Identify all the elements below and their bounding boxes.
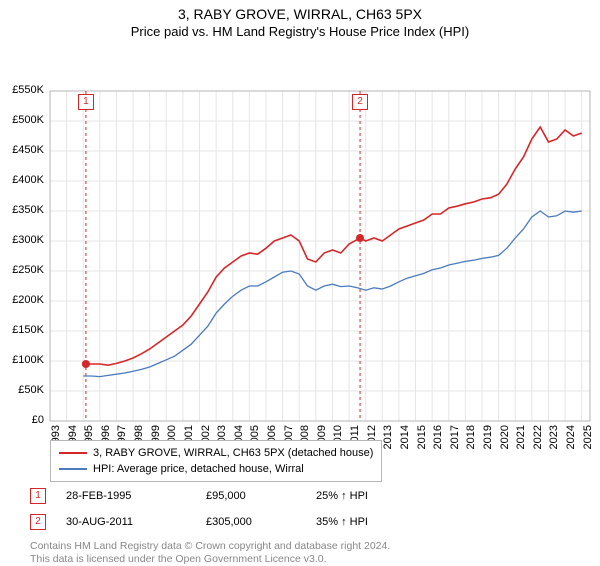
subtitle: Price paid vs. HM Land Registry's House … — [0, 24, 600, 39]
y-tick-label: £0 — [0, 414, 44, 426]
x-tick-label: 2024 — [565, 425, 577, 453]
legend-swatch — [59, 452, 87, 454]
x-tick-label: 2018 — [465, 425, 477, 453]
price-paid-price: £95,000 — [206, 490, 316, 502]
x-tick-label: 2014 — [399, 425, 411, 453]
legend-item: 3, RABY GROVE, WIRRAL, CH63 5PX (detache… — [59, 445, 373, 461]
price-paid-row: 2 30-AUG-2011 £305,000 35% ↑ HPI — [30, 514, 590, 530]
y-tick-label: £50K — [0, 384, 44, 396]
y-tick-label: £250K — [0, 264, 44, 276]
y-tick-label: £100K — [0, 354, 44, 366]
chart-marker-box: 1 — [78, 94, 94, 110]
x-tick-label: 2023 — [548, 425, 560, 453]
x-tick-label: 2020 — [499, 425, 511, 453]
x-tick-label: 2017 — [449, 425, 461, 453]
y-tick-label: £300K — [0, 234, 44, 246]
x-tick-label: 2021 — [515, 425, 527, 453]
y-tick-label: £550K — [0, 84, 44, 96]
legend-item: HPI: Average price, detached house, Wirr… — [59, 461, 373, 477]
y-tick-label: £200K — [0, 294, 44, 306]
legend-label: HPI: Average price, detached house, Wirr… — [93, 463, 304, 475]
price-paid-delta: 25% ↑ HPI — [316, 490, 368, 502]
price-paid-date: 28-FEB-1995 — [66, 490, 206, 502]
price-paid-marker: 2 — [30, 514, 46, 530]
price-paid-marker: 1 — [30, 488, 46, 504]
figure: 3, RABY GROVE, WIRRAL, CH63 5PX Price pa… — [0, 6, 600, 566]
y-tick-label: £150K — [0, 324, 44, 336]
legend-swatch — [59, 468, 87, 470]
x-tick-label: 2022 — [532, 425, 544, 453]
chart-marker-box: 2 — [352, 94, 368, 110]
x-tick-label: 2013 — [382, 425, 394, 453]
price-paid-price: £305,000 — [206, 516, 316, 528]
y-tick-label: £400K — [0, 174, 44, 186]
price-paid-date: 30-AUG-2011 — [66, 516, 206, 528]
y-tick-label: £450K — [0, 144, 44, 156]
x-tick-label: 2019 — [482, 425, 494, 453]
license: Contains HM Land Registry data © Crown c… — [30, 540, 390, 566]
legend-label: 3, RABY GROVE, WIRRAL, CH63 5PX (detache… — [93, 447, 373, 459]
x-tick-label: 2015 — [416, 425, 428, 453]
y-tick-label: £500K — [0, 114, 44, 126]
license-line: Contains HM Land Registry data © Crown c… — [30, 540, 390, 553]
legend: 3, RABY GROVE, WIRRAL, CH63 5PX (detache… — [50, 440, 382, 482]
title: 3, RABY GROVE, WIRRAL, CH63 5PX — [0, 6, 600, 22]
x-tick-label: 2025 — [582, 425, 594, 453]
y-tick-label: £350K — [0, 204, 44, 216]
price-paid-row: 1 28-FEB-1995 £95,000 25% ↑ HPI — [30, 488, 590, 504]
x-tick-label: 2016 — [432, 425, 444, 453]
chart: £0 £50K £100K £150K £200K £250K £300K £350K £400… — [0, 43, 600, 423]
price-paid-delta: 35% ↑ HPI — [316, 516, 368, 528]
